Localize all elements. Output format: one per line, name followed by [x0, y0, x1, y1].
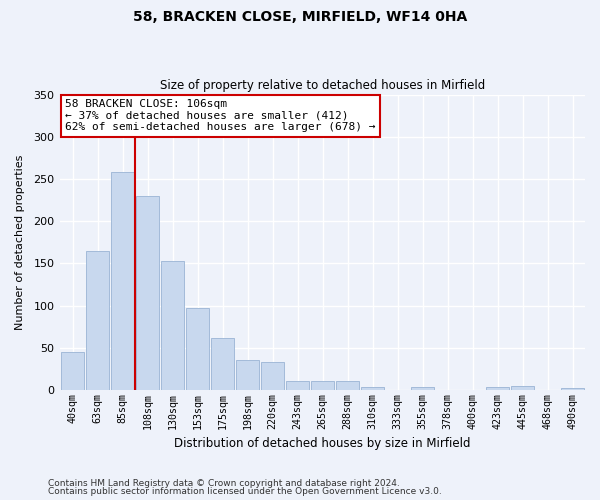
X-axis label: Distribution of detached houses by size in Mirfield: Distribution of detached houses by size …	[174, 437, 471, 450]
Text: Contains public sector information licensed under the Open Government Licence v3: Contains public sector information licen…	[48, 487, 442, 496]
Bar	[136, 196, 159, 390]
Bar	[261, 362, 284, 390]
Y-axis label: Number of detached properties: Number of detached properties	[15, 154, 25, 330]
Bar	[186, 308, 209, 390]
Bar	[411, 388, 434, 390]
Text: 58 BRACKEN CLOSE: 106sqm
← 37% of detached houses are smaller (412)
62% of semi-: 58 BRACKEN CLOSE: 106sqm ← 37% of detach…	[65, 99, 376, 132]
Bar	[236, 360, 259, 390]
Bar	[486, 388, 509, 390]
Bar	[311, 382, 334, 390]
Bar	[511, 386, 534, 390]
Bar	[286, 382, 309, 390]
Bar	[86, 250, 109, 390]
Text: 58, BRACKEN CLOSE, MIRFIELD, WF14 0HA: 58, BRACKEN CLOSE, MIRFIELD, WF14 0HA	[133, 10, 467, 24]
Bar	[561, 388, 584, 390]
Bar	[111, 172, 134, 390]
Bar	[61, 352, 84, 390]
Bar	[361, 386, 384, 390]
Title: Size of property relative to detached houses in Mirfield: Size of property relative to detached ho…	[160, 79, 485, 92]
Bar	[336, 382, 359, 390]
Text: Contains HM Land Registry data © Crown copyright and database right 2024.: Contains HM Land Registry data © Crown c…	[48, 478, 400, 488]
Bar	[211, 338, 234, 390]
Bar	[161, 261, 184, 390]
